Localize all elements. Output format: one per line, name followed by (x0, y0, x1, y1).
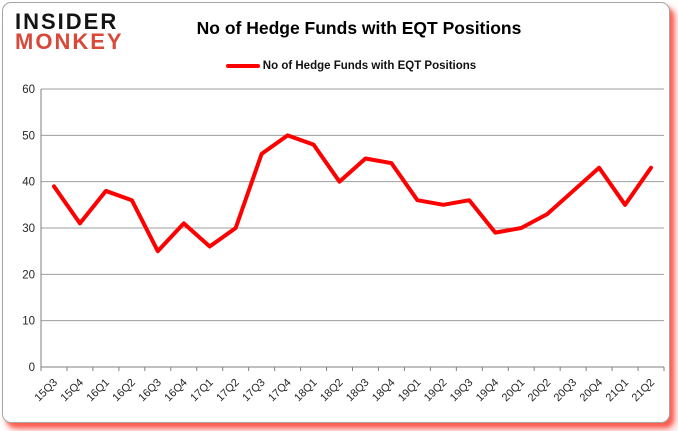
legend-line-swatch (225, 64, 260, 68)
x-axis-tick-label: 19Q4 (474, 377, 502, 405)
x-axis-tick-label: 20Q2 (526, 377, 554, 405)
x-axis-tick-label: 19Q2 (422, 377, 450, 405)
y-axis-tick-label: 60 (22, 84, 35, 96)
hedge-funds-series-line (51, 133, 654, 254)
y-axis-tick-label: 40 (22, 177, 35, 189)
x-axis-tick-label: 18Q2 (318, 377, 346, 405)
insider-monkey-logo: INSIDER MONKEY (15, 9, 124, 55)
logo-text-insider: INSIDER (15, 9, 119, 34)
y-axis-tick-label: 10 (22, 316, 35, 328)
y-axis-tick-label: 20 (22, 269, 35, 281)
x-axis-tick-label: 15Q4 (59, 377, 87, 405)
x-axis-tick-label: 21Q2 (630, 377, 658, 405)
x-axis-tick-label: 17Q3 (240, 377, 268, 405)
y-axis-tick-label: 50 (22, 130, 35, 142)
logo-text-monkey: MONKEY (15, 29, 124, 55)
chart-card: INSIDER MONKEY No of Hedge Funds with EQ… (2, 2, 670, 423)
x-axis-tick-label: 19Q1 (396, 377, 424, 405)
x-axis-tick-label: 17Q2 (214, 377, 242, 405)
y-axis-tick-label: 30 (22, 223, 35, 235)
x-axis-tick-label: 20Q3 (552, 377, 580, 405)
x-axis-tick-label: 18Q4 (370, 377, 398, 405)
x-axis-tick-label: 20Q1 (500, 377, 528, 405)
x-axis-tick-label: 20Q4 (578, 377, 606, 405)
x-axis-tick-label: 15Q3 (33, 377, 61, 405)
x-axis-tick-label: 17Q1 (188, 377, 216, 405)
y-axis-tick-label: 0 (29, 362, 35, 374)
x-axis-tick-label: 21Q1 (604, 377, 632, 405)
x-axis-tick-label: 18Q3 (344, 377, 372, 405)
x-axis-tick-label: 18Q1 (292, 377, 320, 405)
x-axis-tick-label: 17Q4 (266, 377, 294, 405)
chart-legend: No of Hedge Funds with EQT Positions (3, 60, 669, 72)
chart-title: No of Hedge Funds with EQT Positions (196, 18, 522, 38)
x-axis-tick-label: 16Q1 (84, 377, 112, 405)
x-axis-tick-label: 16Q2 (110, 377, 138, 405)
x-axis-tick-label: 16Q4 (162, 377, 190, 405)
x-axis-tick-label: 16Q3 (136, 377, 164, 405)
legend-label: No of Hedge Funds with EQT Positions (262, 60, 477, 72)
line-chart-plot: 010203040506015Q315Q416Q116Q216Q316Q417Q… (22, 84, 665, 405)
x-axis-tick-label: 19Q3 (448, 377, 476, 405)
